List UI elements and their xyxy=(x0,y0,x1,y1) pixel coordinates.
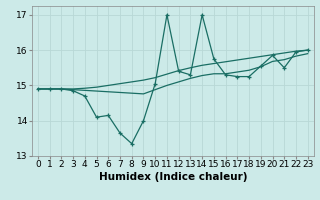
X-axis label: Humidex (Indice chaleur): Humidex (Indice chaleur) xyxy=(99,172,247,182)
